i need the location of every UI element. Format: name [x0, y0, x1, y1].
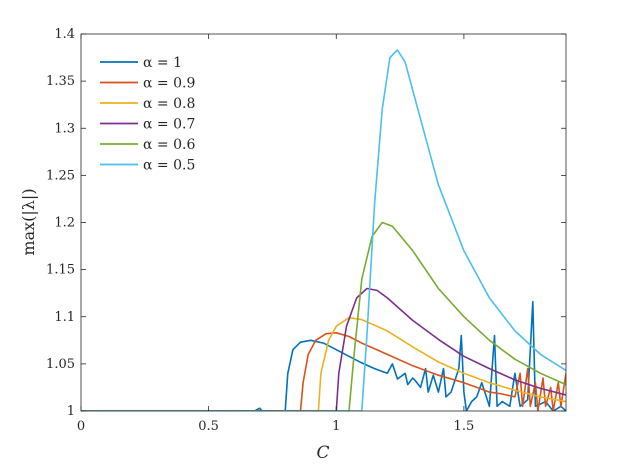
legend: α = 1 α = 0.9 α = 0.8 α = 0.7 α = 0.6 α = 0.5	[100, 55, 195, 174]
series-line-6	[81, 49, 566, 411]
legend-label-5: α = 0.6	[143, 137, 195, 153]
series-line-2	[81, 332, 566, 411]
y-tick-label: 1.15	[46, 263, 75, 278]
series-line-3	[81, 316, 566, 411]
y-tick-label: 1.3	[54, 121, 75, 136]
y-tick-label: 1	[67, 404, 75, 419]
plot-background	[81, 34, 566, 411]
x-tick-label: 0.5	[198, 419, 219, 434]
y-axis-label: max(|λ|)	[19, 188, 38, 255]
x-tick-label: 1.5	[454, 419, 475, 434]
x-tick-label: 0	[77, 419, 85, 434]
y-tick-label: 1.05	[46, 357, 75, 372]
legend-label-3: α = 0.8	[143, 96, 195, 112]
y-tick-label: 1.25	[46, 168, 75, 183]
series-line-4	[81, 287, 566, 411]
series-line-5	[81, 221, 566, 411]
legend-label-1: α = 1	[143, 55, 182, 71]
y-tick-label: 1.4	[54, 27, 75, 42]
legend-label-4: α = 0.7	[143, 117, 195, 133]
tick-layer: 0 0.5 1 1.5 1 1.05 1.1 1.15 1.2 1.25 1.3 1.35 1.4	[46, 27, 566, 434]
y-tick-label: 1.2	[54, 216, 75, 231]
series-line-1	[81, 300, 566, 411]
y-tick-label: 1.35	[46, 74, 75, 89]
legend-label-2: α = 0.9	[143, 76, 195, 92]
x-axis-label: C	[316, 443, 329, 463]
series-layer	[81, 49, 566, 411]
legend-label-6: α = 0.5	[143, 158, 195, 174]
x-tick-label: 1	[332, 419, 340, 434]
y-tick-label: 1.1	[54, 310, 75, 325]
